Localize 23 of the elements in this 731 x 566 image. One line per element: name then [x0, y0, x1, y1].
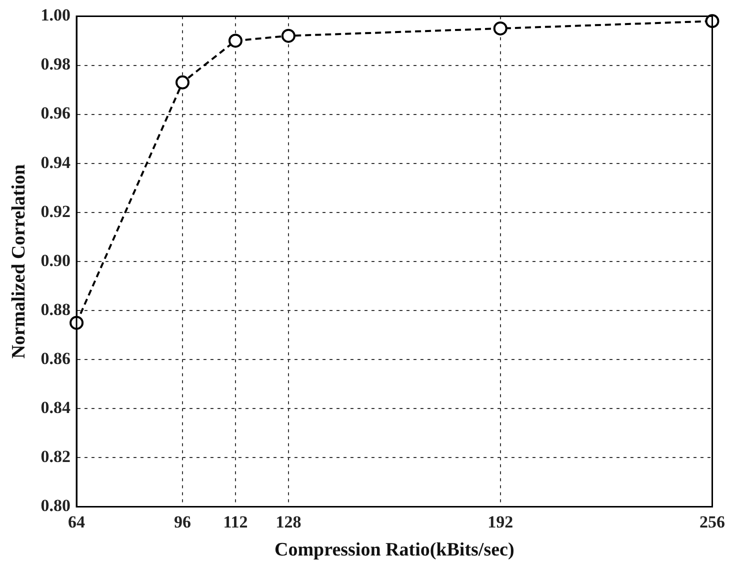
y-tick-label: 0.92: [40, 202, 71, 221]
point: [281, 28, 296, 43]
y-tick-label: 0.82: [40, 447, 71, 466]
y-axis-title: Normalized Correlation: [8, 164, 30, 359]
y-tick-label: 0.84: [40, 398, 72, 418]
point: [228, 34, 242, 48]
x-tick-label: 96: [174, 512, 191, 532]
x-tick-label: 64: [68, 512, 86, 532]
y-tick-label: 0.80: [40, 496, 71, 516]
y-tick-label: 0.98: [40, 54, 71, 74]
point: [176, 75, 190, 90]
x-tick-label: 112: [223, 512, 248, 532]
x-axis-title: Compression Ratio(kBits/sec): [274, 540, 514, 561]
point: [493, 21, 508, 36]
x-tick-label: 128: [276, 512, 302, 532]
y-tick-label: 0.96: [40, 104, 71, 123]
x-tick-label: 256: [700, 512, 725, 532]
y-tick-label: 0.88: [40, 300, 71, 319]
x-tick-label: 192: [488, 512, 514, 532]
y-tick-label: 0.86: [40, 349, 71, 368]
y-tick-label: 0.90: [40, 250, 71, 270]
y-tick-label: 0.94: [40, 152, 72, 172]
y-tick-label: 1.00: [40, 6, 71, 25]
